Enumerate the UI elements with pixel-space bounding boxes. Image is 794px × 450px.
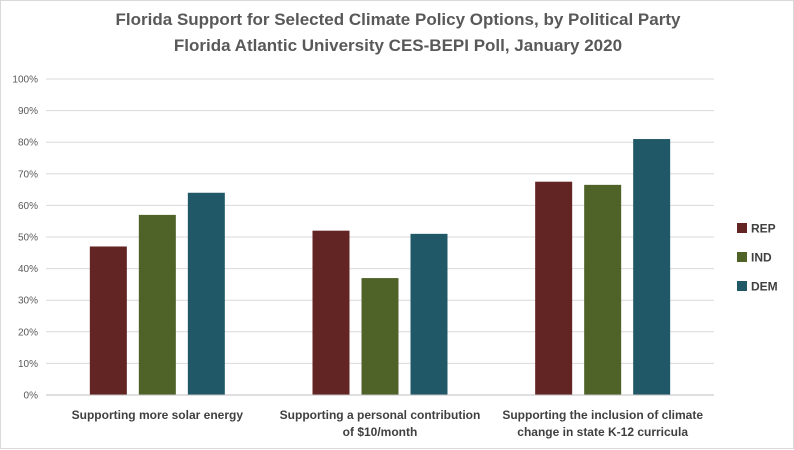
bar-rep [535, 181, 573, 395]
y-tick-label: 60% [18, 201, 38, 212]
y-tick-label: 70% [18, 169, 38, 180]
chart-title: Florida Support for Selected Climate Pol… [115, 10, 681, 29]
bar-ind [361, 278, 399, 395]
y-axis-ticks: 0% 10% 20% 30% 40% 50% 60% 70% 80% 90% 100% [12, 75, 38, 402]
category-label: Supporting more solar energy [72, 408, 244, 422]
legend-swatch-dem [737, 281, 747, 291]
category-labels: Supporting more solar energy Supporting a… [72, 408, 704, 439]
y-tick-label: 30% [18, 296, 38, 307]
bar-rep [89, 246, 127, 395]
legend-swatch-ind [737, 252, 747, 262]
y-tick-label: 0% [24, 391, 39, 402]
y-tick-label: 100% [12, 75, 38, 86]
y-tick-label: 10% [18, 359, 38, 370]
legend-swatch-rep [737, 223, 747, 233]
category-label: Supporting the inclusion of climate [502, 408, 703, 422]
bar-dem [410, 233, 448, 395]
bar-ind [584, 184, 622, 395]
y-tick-label: 20% [18, 327, 38, 338]
category-label: of $10/month [343, 425, 418, 439]
y-tick-label: 80% [18, 138, 38, 149]
legend-label-dem: DEM [751, 280, 778, 294]
y-tick-label: 50% [18, 233, 38, 244]
bar-rep [312, 230, 350, 395]
category-label: Supporting a personal contribution [280, 408, 481, 422]
y-tick-label: 90% [18, 106, 38, 117]
bar-dem [187, 192, 225, 395]
y-tick-label: 40% [18, 264, 38, 275]
bar-ind [138, 214, 176, 395]
bar-dem [633, 139, 671, 395]
legend-label-ind: IND [751, 251, 772, 265]
category-label: change in state K-12 curricula [517, 425, 688, 439]
chart-subtitle: Florida Atlantic University CES-BEPI Pol… [173, 36, 623, 55]
bars [89, 139, 671, 395]
legend-label-rep: REP [751, 222, 776, 236]
legend: REP IND DEM [737, 222, 778, 294]
